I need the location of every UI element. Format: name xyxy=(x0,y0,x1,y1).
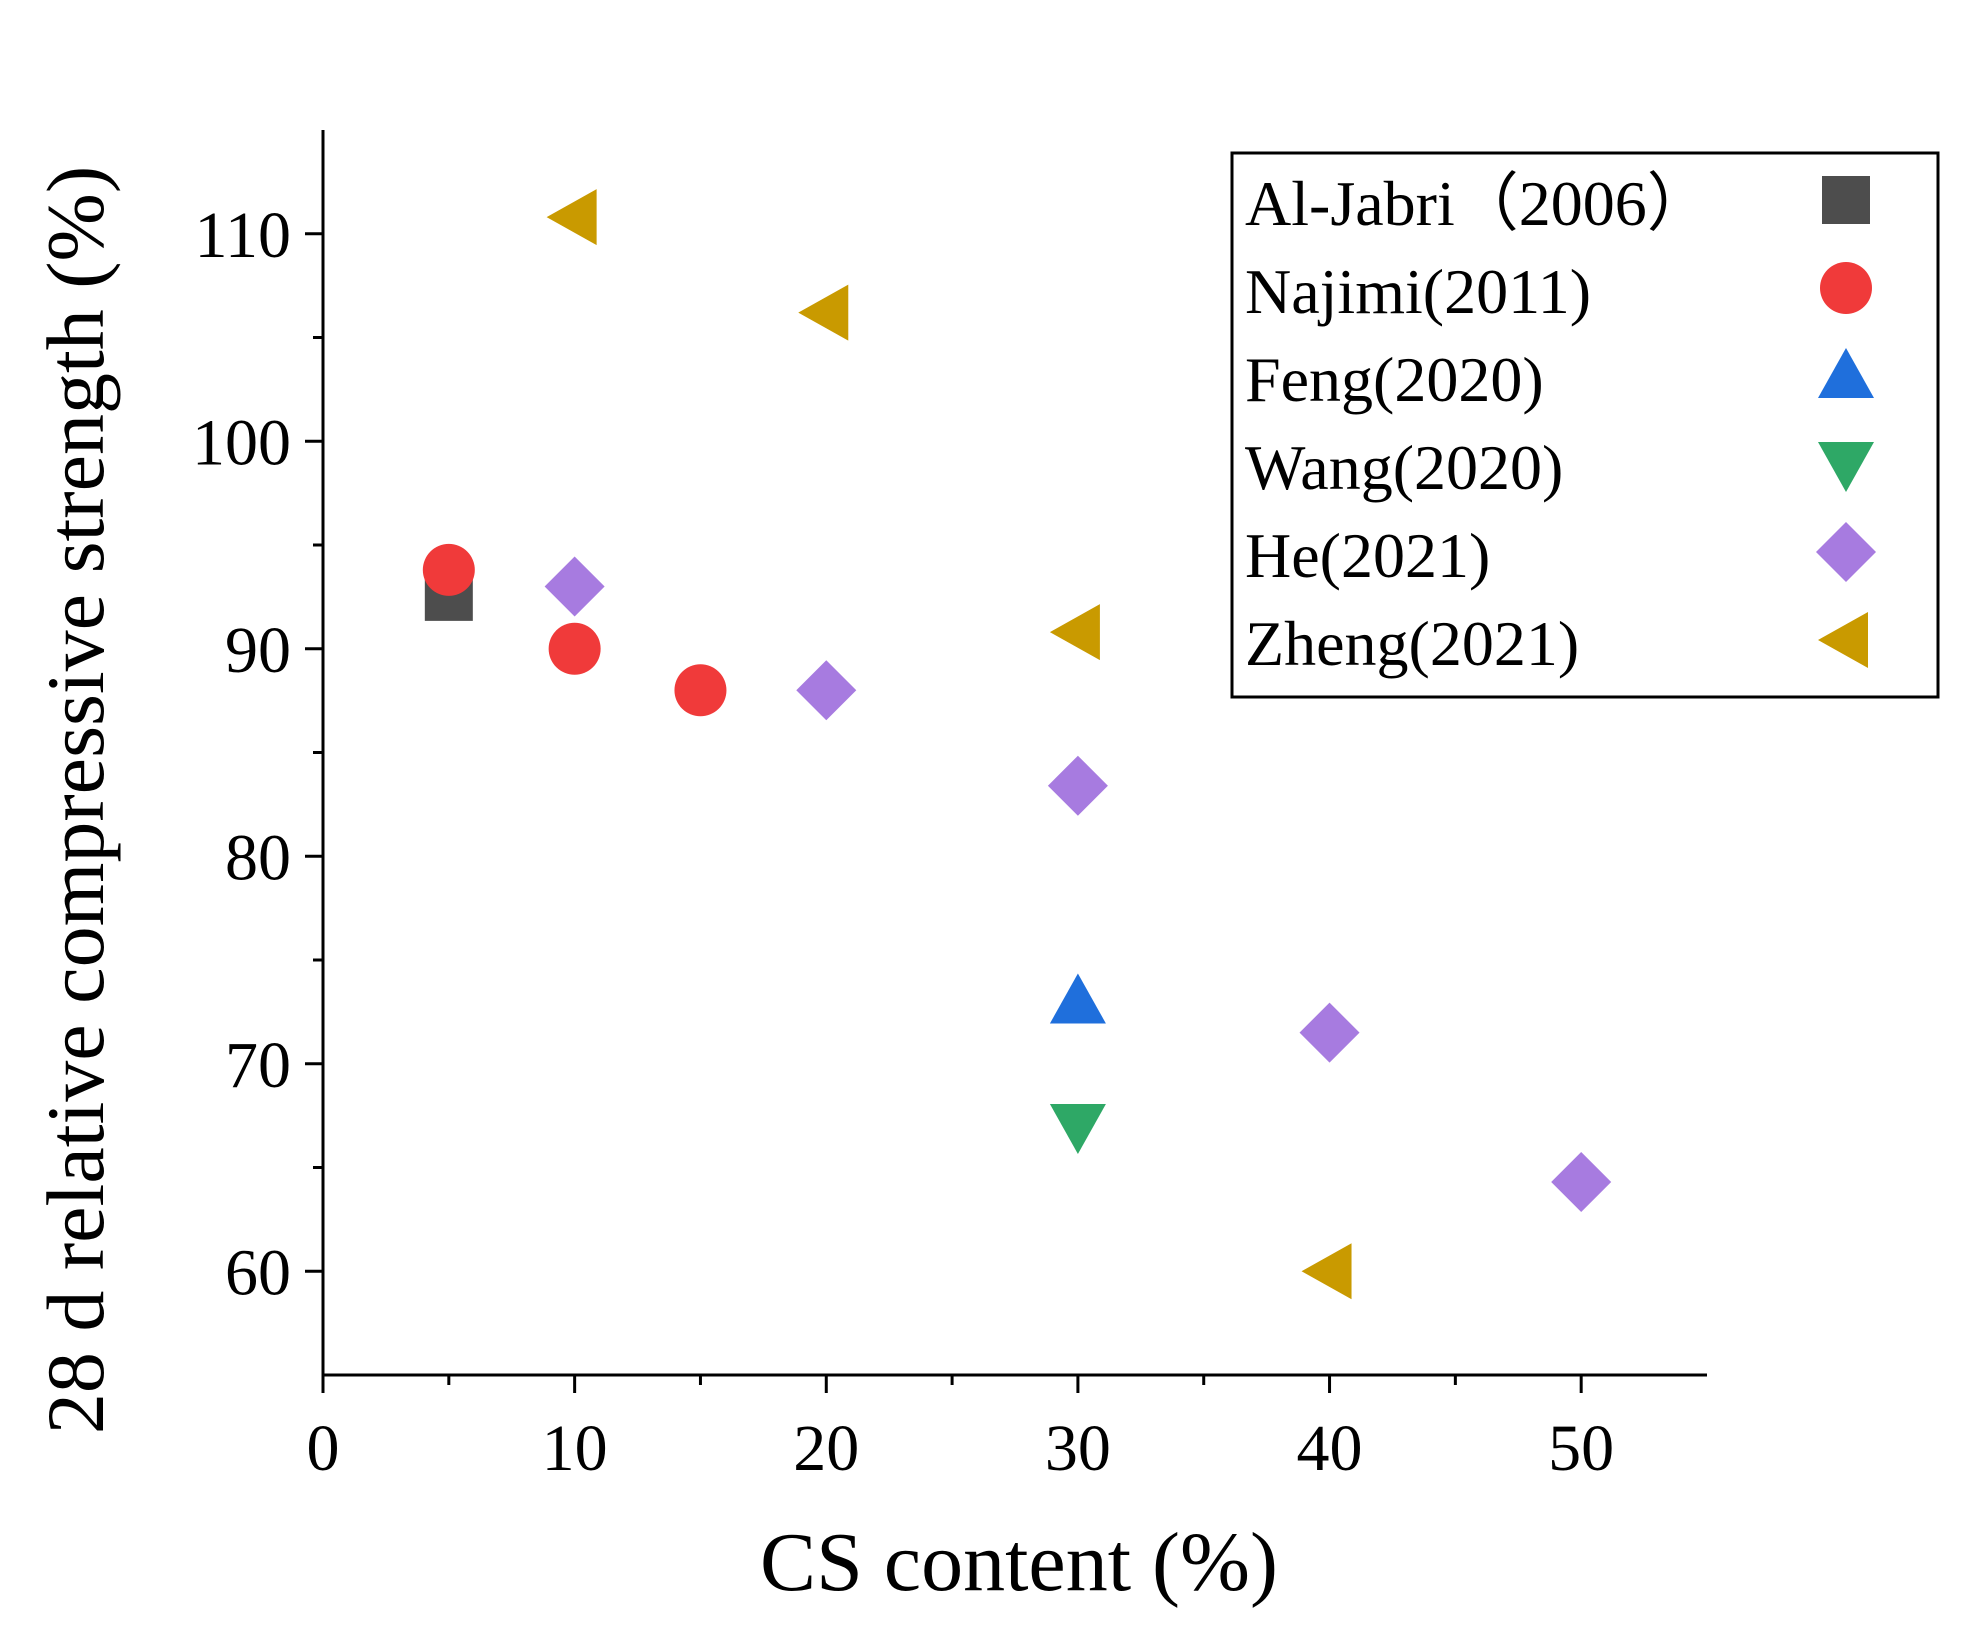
data-point xyxy=(548,622,601,675)
data-points xyxy=(422,189,1612,1300)
tick-labels: 0 10 20 30 40 50 60 70 80 90 100 110 xyxy=(192,199,1614,1485)
data-point xyxy=(1301,1243,1352,1300)
data-point xyxy=(544,556,605,617)
series-1 xyxy=(422,543,727,717)
data-point xyxy=(1049,973,1106,1024)
x-tick-label: 50 xyxy=(1548,1412,1614,1485)
y-tick-label: 100 xyxy=(192,406,291,479)
tick-marks xyxy=(305,232,1583,1393)
data-point xyxy=(796,660,857,721)
series-5 xyxy=(546,189,1352,1300)
legend-label: Zheng(2021) xyxy=(1245,608,1579,679)
legend-label: He(2021) xyxy=(1245,520,1490,591)
data-point xyxy=(1551,1152,1612,1213)
legend: Al-Jabri（2006） Najimi(2011) Feng(2020) Wang… xyxy=(1230,151,1940,699)
y-tick-label: 70 xyxy=(225,1029,291,1102)
legend-marker xyxy=(1818,442,1874,492)
data-point xyxy=(1299,1002,1360,1063)
legend-label: Feng(2020) xyxy=(1245,344,1544,415)
series-3 xyxy=(1049,1104,1106,1154)
data-point xyxy=(674,664,727,717)
x-tick-label: 10 xyxy=(542,1412,608,1485)
x-axis-title: CS content (%) xyxy=(760,1516,1278,1609)
x-tick-label: 40 xyxy=(1297,1412,1363,1485)
data-point xyxy=(798,284,849,341)
legend-box xyxy=(1230,151,1940,699)
data-point xyxy=(1049,604,1100,661)
legend-label: Najimi(2011) xyxy=(1245,256,1591,327)
series-4 xyxy=(544,556,1612,1213)
legend-marker xyxy=(1822,176,1870,224)
y-axis-title: 28 d relative compressive strength (%) xyxy=(30,166,121,1434)
legend-label: Al-Jabri（2006） xyxy=(1245,168,1711,239)
data-point xyxy=(422,543,475,596)
legend-marker xyxy=(1818,348,1874,398)
series-2 xyxy=(1049,973,1106,1024)
x-tick-label: 0 xyxy=(307,1412,340,1485)
data-point xyxy=(1049,1104,1106,1154)
y-tick-label: 110 xyxy=(194,199,291,272)
legend-marker xyxy=(1816,522,1876,582)
legend-label: Wang(2020) xyxy=(1245,432,1563,503)
y-tick-label: 80 xyxy=(225,821,291,894)
x-tick-label: 20 xyxy=(793,1412,859,1485)
y-tick-label: 60 xyxy=(225,1236,291,1309)
legend-marker xyxy=(1818,612,1868,668)
y-tick-label: 90 xyxy=(225,614,291,687)
legend-marker xyxy=(1820,262,1872,314)
data-point xyxy=(546,189,597,246)
data-point xyxy=(1047,755,1108,816)
x-tick-label: 30 xyxy=(1045,1412,1111,1485)
